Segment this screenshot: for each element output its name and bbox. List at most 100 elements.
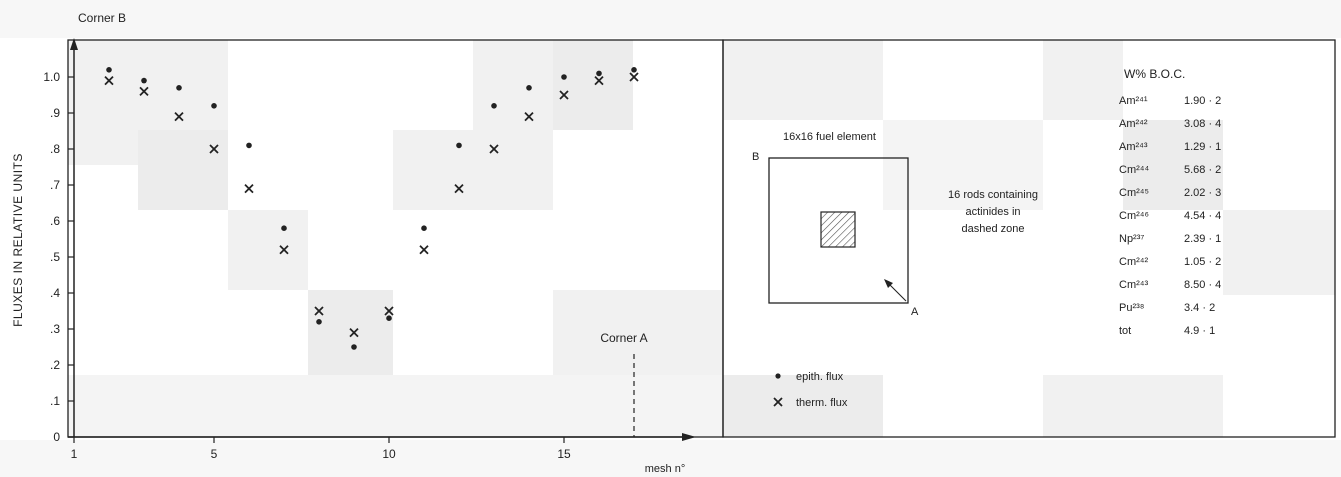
table-nuclide: Am²⁴³ xyxy=(1119,141,1148,153)
x-tick-label: 1 xyxy=(71,447,78,461)
x-tick-label: 15 xyxy=(557,447,571,461)
inset-description-1: 16 rods containing xyxy=(948,189,1038,201)
therm-flux-point xyxy=(104,75,114,86)
composition-table: W% B.O.C. Am²⁴¹ 1.90 · 2 Am²⁴² 3.08 · 4 Am²⁴… xyxy=(1119,67,1221,337)
x-axis-arrow xyxy=(682,433,696,441)
x-ticks: 1 5 10 15 xyxy=(71,437,571,461)
table-nuclide: tot xyxy=(1119,325,1131,337)
corner-b-label: Corner B xyxy=(78,11,126,25)
epith-flux-point xyxy=(526,85,532,91)
table-value: 5.68 · 2 xyxy=(1184,164,1221,176)
legend-epith-marker xyxy=(775,373,781,379)
therm-flux-point xyxy=(454,183,464,194)
therm-flux-point xyxy=(314,306,324,316)
table-value: 2.39 · 1 xyxy=(1184,233,1221,245)
axes xyxy=(68,38,696,441)
epith-flux-point xyxy=(176,85,182,91)
epith-flux-point xyxy=(281,225,287,231)
x-axis-label: mesh n° xyxy=(645,463,685,475)
y-tick-label: .5 xyxy=(50,250,60,264)
epith-flux-point xyxy=(491,103,497,109)
corner-a-arrowhead xyxy=(884,279,893,288)
corner-a-label: Corner A xyxy=(600,331,647,345)
therm-flux-point xyxy=(384,306,394,316)
legend-therm-label: therm. flux xyxy=(796,397,848,409)
epith-flux-point xyxy=(596,70,602,77)
y-tick-label: .4 xyxy=(50,286,60,300)
inset-description-2: actinides in xyxy=(965,206,1020,218)
table-nuclide: Cm²⁴⁵ xyxy=(1119,187,1149,199)
therm-flux-point xyxy=(489,144,499,154)
epith-flux-point xyxy=(456,142,462,149)
fuel-element-square xyxy=(768,157,909,304)
x-tick-label: 5 xyxy=(211,447,218,461)
therm-flux-point xyxy=(594,75,604,86)
table-value: 1.29 · 1 xyxy=(1184,141,1221,153)
y-tick-label: .7 xyxy=(50,178,60,192)
table-value: 8.50 · 4 xyxy=(1184,279,1221,291)
y-axis-label: FLUXES IN RELATIVE UNITS xyxy=(11,153,25,327)
table-nuclide: Cm²⁴⁶ xyxy=(1119,210,1149,222)
table-value: 1.05 · 2 xyxy=(1184,256,1221,268)
table-nuclide: Cm²⁴⁴ xyxy=(1119,164,1149,176)
table-nuclide: Am²⁴¹ xyxy=(1119,95,1148,107)
therm-flux-point xyxy=(559,90,569,100)
y-tick-label: .1 xyxy=(50,394,60,408)
epith-flux-point xyxy=(316,319,322,325)
table-value: 3.4 · 2 xyxy=(1184,302,1215,314)
epith-flux-point xyxy=(141,77,147,84)
therm-flux-point xyxy=(349,327,359,338)
therm-flux-point xyxy=(139,86,149,97)
epith-flux-point xyxy=(351,344,357,350)
legend-epith-label: epith. flux xyxy=(796,371,844,383)
epith-flux-point xyxy=(246,142,252,149)
series-epith-flux xyxy=(106,67,637,350)
y-tick-label: 1.0 xyxy=(43,70,60,84)
table-value: 1.90 · 2 xyxy=(1184,95,1221,107)
therm-flux-point xyxy=(419,245,429,255)
y-tick-label: .2 xyxy=(50,358,60,372)
y-tick-label: .6 xyxy=(50,214,60,228)
epith-flux-point xyxy=(631,67,637,73)
therm-flux-point xyxy=(524,111,534,122)
epith-flux-point xyxy=(421,225,427,231)
table-value: 4.9 · 1 xyxy=(1184,325,1215,337)
inset-title: 16x16 fuel element xyxy=(783,131,876,143)
table-nuclide: Cm²⁴² xyxy=(1119,256,1148,268)
table-header: W% B.O.C. xyxy=(1124,67,1185,81)
table-nuclide: Cm²⁴³ xyxy=(1119,279,1148,291)
therm-flux-point xyxy=(174,111,184,122)
y-axis-arrow xyxy=(70,38,78,50)
y-tick-label: .9 xyxy=(50,106,60,120)
x-tick-label: 10 xyxy=(382,447,396,461)
fuel-element-inset: 16x16 fuel element B A 16 rods containin… xyxy=(752,131,1038,318)
inset-corner-b: B xyxy=(752,151,759,163)
info-panel-frame xyxy=(722,39,1336,438)
therm-flux-point xyxy=(209,144,219,154)
therm-flux-point xyxy=(629,72,639,82)
therm-flux-point xyxy=(279,245,289,255)
y-tick-label: .8 xyxy=(50,142,60,156)
epith-flux-point xyxy=(561,74,567,80)
table-nuclide: Pu²³⁸ xyxy=(1119,302,1144,314)
table-nuclide: Am²⁴² xyxy=(1119,118,1148,130)
epith-flux-point xyxy=(386,315,392,322)
actinide-zone xyxy=(820,211,856,248)
series-therm-flux xyxy=(104,72,639,338)
inset-description-3: dashed zone xyxy=(962,223,1025,235)
legend: epith. flux therm. flux xyxy=(773,371,848,409)
epith-flux-point xyxy=(106,67,112,73)
table-value: 3.08 · 4 xyxy=(1184,118,1221,130)
epith-flux-point xyxy=(211,103,217,109)
y-ticks: 0 .1 .2 .3 .4 .5 .6 .7 .8 .9 1.0 xyxy=(43,70,74,444)
therm-flux-point xyxy=(244,183,254,194)
table-nuclide: Np²³⁷ xyxy=(1119,233,1144,245)
corner-a-arrow-line xyxy=(887,282,907,302)
table-value: 4.54 · 4 xyxy=(1184,210,1221,222)
table-value: 2.02 · 3 xyxy=(1184,187,1221,199)
y-tick-label: 0 xyxy=(53,430,60,444)
y-tick-label: .3 xyxy=(50,322,60,336)
legend-therm-marker xyxy=(773,397,783,407)
